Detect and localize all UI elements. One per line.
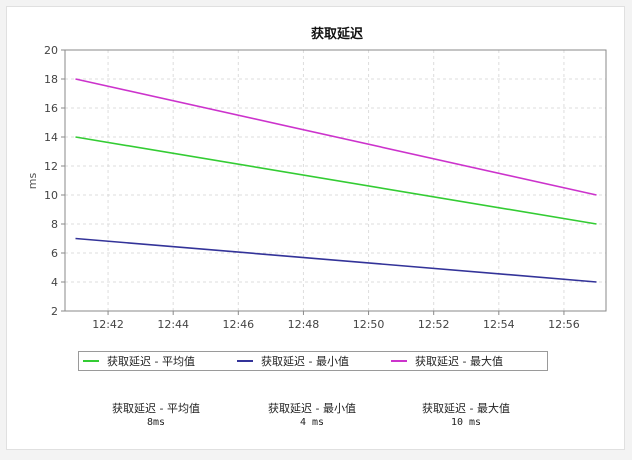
chart-title: 获取延迟	[311, 26, 363, 42]
y-axis: 2 4 6 8 10 12 14 16 18 20	[44, 44, 65, 318]
legend-swatch-min	[237, 360, 253, 362]
y-tick-label: 6	[51, 247, 58, 260]
plot-area-border	[64, 49, 607, 312]
x-axis: 12:42 12:44 12:46 12:48 12:50 12:52 12:54 12:56	[92, 311, 580, 331]
y-tick-label: 10	[44, 189, 58, 202]
summary-label-max: 获取延迟 - 最大值	[422, 402, 510, 415]
legend: 获取延迟 - 平均值 获取延迟 - 最小值 获取延迟 - 最大值	[78, 351, 548, 371]
chart-panel	[6, 6, 625, 450]
summary-max: 获取延迟 - 最大值 10 ms	[401, 402, 531, 430]
x-tick-label: 12:56	[548, 318, 580, 331]
legend-item-avg: 获取延迟 - 平均值	[83, 352, 195, 370]
series-line-min	[75, 237, 597, 283]
y-tick-label: 4	[51, 276, 58, 289]
y-tick-label: 16	[44, 102, 58, 115]
legend-item-min: 获取延迟 - 最小值	[237, 352, 349, 370]
x-tick-label: 12:42	[92, 318, 124, 331]
x-tick-label: 12:44	[157, 318, 189, 331]
x-tick-label: 12:50	[353, 318, 385, 331]
series-line-max	[75, 78, 597, 196]
summary-min: 获取延迟 - 最小值 4 ms	[247, 402, 377, 430]
legend-swatch-max	[391, 360, 407, 362]
series	[75, 78, 597, 283]
summary-value-max: 10 ms	[450, 417, 482, 428]
series-line-avg	[75, 136, 597, 225]
legend-swatch-avg	[83, 360, 99, 362]
y-tick-label: 20	[44, 44, 58, 57]
summary-value-avg: 8ms	[146, 417, 166, 428]
legend-label-max: 获取延迟 - 最大值	[415, 355, 503, 368]
y-tick-label: 14	[44, 131, 58, 144]
grid	[65, 50, 606, 311]
y-tick-label: 18	[44, 73, 58, 86]
legend-label-min: 获取延迟 - 最小值	[261, 355, 349, 368]
x-tick-label: 12:52	[418, 318, 450, 331]
summary-avg: 获取延迟 - 平均值 8ms	[91, 402, 221, 430]
y-axis-label: ms	[26, 173, 39, 190]
summary-value-min: 4 ms	[299, 417, 325, 428]
summary-label-min: 获取延迟 - 最小值	[268, 402, 356, 415]
legend-label-avg: 获取延迟 - 平均值	[107, 355, 195, 368]
x-tick-label: 12:54	[483, 318, 515, 331]
y-tick-label: 8	[51, 218, 58, 231]
summary-label-avg: 获取延迟 - 平均值	[112, 402, 200, 415]
x-tick-label: 12:48	[288, 318, 320, 331]
legend-item-max: 获取延迟 - 最大值	[391, 352, 503, 370]
y-tick-label: 12	[44, 160, 58, 173]
x-tick-label: 12:46	[222, 318, 254, 331]
y-tick-label: 2	[51, 305, 58, 318]
